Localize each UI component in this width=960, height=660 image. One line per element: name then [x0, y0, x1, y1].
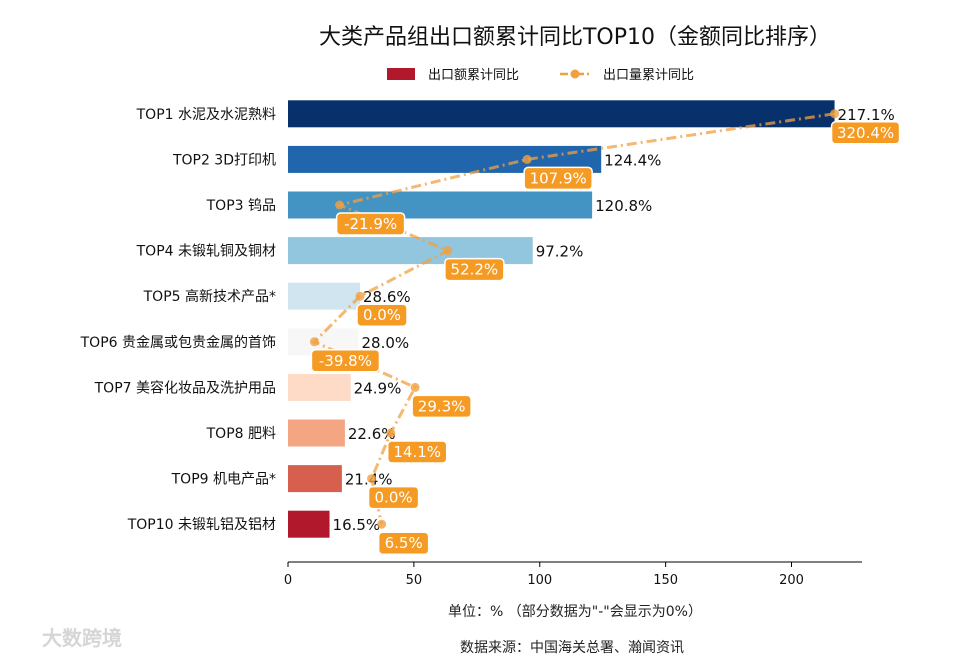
bar [288, 419, 345, 447]
quantity-label: 0.0% [375, 489, 413, 507]
bar [288, 373, 351, 401]
legend-label-export-value: 出口额累计同比 [428, 68, 519, 83]
category-label: TOP10 未锻轧铝及铝材 [127, 517, 276, 533]
category-label: TOP5 高新技术产品* [143, 288, 276, 305]
quantity-label-box [830, 121, 901, 145]
quantity-label: 52.2% [451, 261, 499, 279]
category-label: TOP4 未锻轧铜及铜材 [136, 244, 276, 260]
legend-swatch-export-value [387, 68, 415, 80]
x-axis: 0 50 100 150 200 [284, 561, 862, 588]
category-label: TOP9 机电产品* [171, 472, 276, 488]
quantity-marker [443, 246, 453, 256]
bar-value-label: 120.8% [595, 197, 652, 215]
quantity-label: 14.1% [393, 443, 441, 461]
bar-value-label: 24.9% [354, 379, 402, 397]
quantity-label: 0.0% [363, 306, 401, 324]
bar-value-label: 124.4% [604, 151, 661, 169]
x-tick-label: 150 [653, 573, 678, 588]
quantity-label: 6.5% [385, 534, 423, 552]
quantity-label-box [335, 212, 406, 236]
quantity-marker [309, 337, 319, 347]
x-axis-label: 单位：% （部分数据为"-"会显示为0%） [448, 604, 702, 620]
bar-series [288, 100, 835, 538]
quantity-label-box [377, 531, 430, 555]
bar [288, 191, 593, 219]
bar-value-labels: 217.1% 124.4% 120.8% 97.2% 28.6% 28.0% 24.9% 22… [333, 106, 895, 534]
category-labels: TOP1 水泥及水泥熟料 TOP2 3D打印机 TOP3 钨品 TOP4 未锻轧铜及铜… [80, 107, 276, 533]
quantity-label-box [386, 440, 448, 464]
legend: 出口额累计同比 出口量累计同比 [387, 68, 694, 83]
bar-value-label: 16.5% [333, 516, 381, 534]
category-label: TOP7 美容化妆品及洗护用品 [94, 379, 276, 396]
quantity-label: -21.9% [344, 215, 397, 233]
category-label: TOP1 水泥及水泥熟料 [136, 107, 276, 123]
category-label: TOP6 贵金属或包贵金属的首饰 [80, 335, 276, 351]
quantity-line [311, 112, 835, 525]
quantity-label-box [356, 303, 408, 327]
quantity-marker [830, 109, 840, 119]
bar-value-label: 217.1% [838, 106, 895, 124]
bar-value-label: 28.6% [363, 288, 411, 306]
watermark-logo: 大数跨境 [42, 626, 122, 650]
quantity-line-series: 320.4% 107.9% -21.9% 52.2% 0.0% -39.8% 29.3% 14… [309, 109, 901, 555]
x-tick-label: 200 [779, 573, 804, 588]
bar [288, 510, 330, 538]
bar-value-label: 22.6% [348, 425, 396, 443]
quantity-marker [377, 519, 387, 529]
quantity-label-box [523, 166, 593, 191]
legend-marker-export-quantity [570, 69, 580, 79]
quantity-label-box [444, 257, 505, 282]
quantity-marker [367, 474, 377, 484]
category-label: TOP3 钨品 [206, 198, 276, 214]
bar-value-label: 97.2% [536, 243, 584, 261]
category-label: TOP2 3D打印机 [172, 151, 276, 168]
chart-title: 大类产品组出口额累计同比TOP10（金额同比排序） [319, 25, 831, 50]
quantity-label: 107.9% [530, 169, 587, 187]
x-tick-label: 0 [284, 573, 292, 588]
legend-label-export-quantity: 出口量累计同比 [603, 68, 694, 83]
quantity-marker [410, 382, 420, 392]
source-note: 数据来源：中国海关总署、瀚闻资讯 [460, 640, 684, 656]
bar-value-label: 28.0% [361, 334, 409, 352]
bar [288, 100, 835, 128]
quantity-marker [355, 291, 365, 301]
quantity-marker [335, 200, 345, 210]
x-tick-label: 50 [406, 573, 423, 588]
x-tick-label: 100 [527, 573, 552, 588]
quantity-label: 320.4% [837, 124, 894, 142]
quantity-label: -39.8% [319, 352, 372, 370]
quantity-marker [386, 428, 396, 438]
quantity-label-box [310, 349, 381, 373]
quantity-label-box [411, 394, 472, 419]
category-label: TOP8 肥料 [206, 426, 276, 442]
bar [288, 465, 342, 493]
quantity-label-box [367, 485, 420, 510]
quantity-label: 29.3% [418, 397, 466, 415]
quantity-marker [522, 154, 532, 164]
bar [288, 282, 361, 310]
